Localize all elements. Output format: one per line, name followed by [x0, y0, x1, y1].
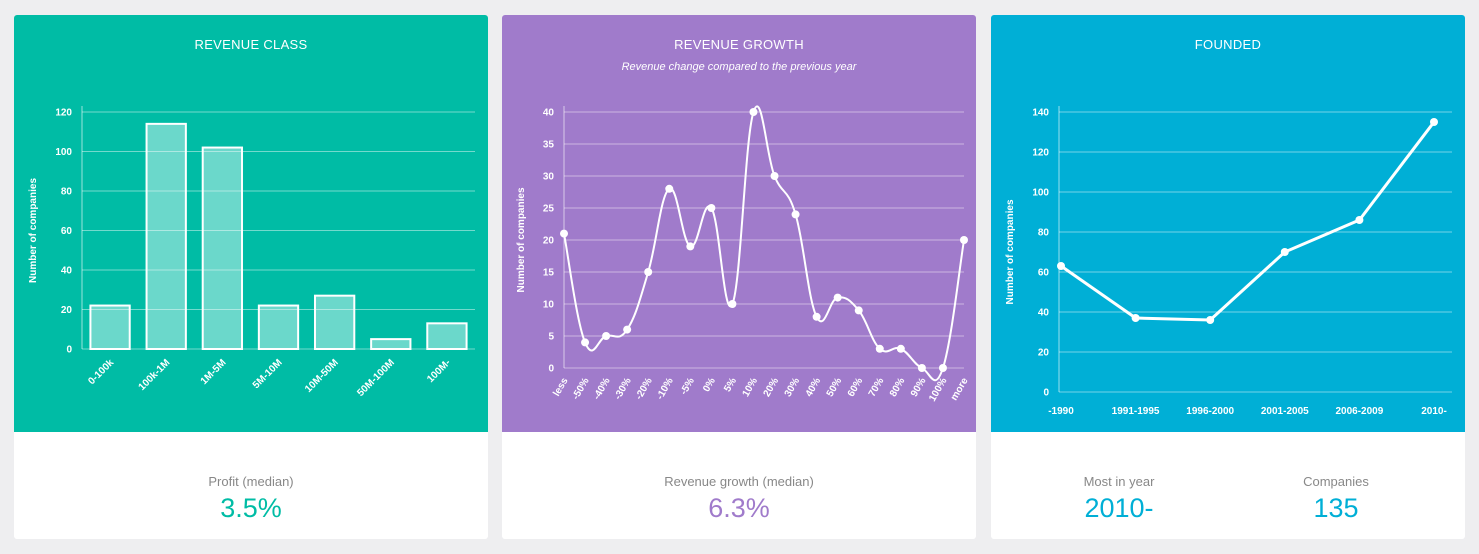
revenue-growth-card: REVENUE GROWTH Revenue change compared to…	[502, 15, 976, 539]
founded-data-point	[1057, 262, 1065, 270]
revenue-class-bar	[370, 338, 412, 350]
revenue-growth-y-tick-label: 35	[543, 140, 555, 151]
profit-label: Profit (median)	[208, 474, 294, 489]
revenue-class-background	[14, 15, 488, 432]
revenue-growth-data-point	[560, 229, 568, 238]
founded-y-tick-label: 0	[1043, 388, 1049, 399]
founded-x-tick-label: 1996-2000	[1186, 406, 1234, 417]
revenue-growth-data-point	[665, 184, 674, 193]
revenue-growth-data-point	[791, 210, 800, 219]
founded-y-tick-label: 140	[1032, 108, 1049, 119]
revenue-growth-data-point	[938, 364, 947, 372]
founded-card: FOUNDED 0 20 40 60 80 100 120 140 Number of compa…	[991, 15, 1465, 539]
founded-x-tick-label: 2006-2009	[1335, 406, 1383, 417]
revenue-growth-y-tick-label: 10	[543, 300, 555, 311]
founded-data-point	[1430, 118, 1438, 126]
revenue-growth-stats: Revenue growth (median) 6.3%	[502, 432, 976, 539]
growth-label: Revenue growth (median)	[664, 474, 814, 489]
revenue-growth-y-tick-label: 25	[543, 204, 555, 215]
revenue-growth-data-point	[770, 172, 779, 180]
companies-value: 135	[1313, 493, 1359, 523]
revenue-growth-y-axis-label: Number of companies	[516, 187, 527, 292]
profit-stat: Profit (median) 3.5%	[151, 474, 351, 524]
founded-series-line	[1060, 121, 1436, 322]
revenue-growth-y-tick-label: 20	[543, 236, 555, 247]
revenue-class-bar	[201, 146, 244, 350]
revenue-growth-data-point	[917, 364, 926, 372]
revenue-growth-data-point	[728, 300, 737, 308]
most-in-year-value: 2010-	[1084, 493, 1154, 523]
revenue-growth-y-tick-label: 15	[543, 268, 555, 279]
founded-data-point	[1131, 314, 1140, 322]
growth-stat: Revenue growth (median) 6.3%	[629, 474, 849, 524]
revenue-growth-chart: REVENUE GROWTH Revenue change compared to…	[502, 15, 976, 432]
profit-value: 3.5%	[220, 493, 282, 523]
revenue-growth-data-point	[812, 312, 821, 321]
revenue-class-bar	[145, 122, 187, 350]
revenue-class-y-tick-label: 0	[66, 345, 72, 356]
revenue-growth-data-point	[896, 344, 905, 353]
founded-data-point	[1206, 316, 1215, 324]
founded-x-tick-label: 2010-	[1421, 406, 1447, 417]
revenue-growth-y-tick-label: 0	[548, 364, 554, 375]
founded-data-point	[1280, 248, 1289, 256]
revenue-class-chart: REVENUE CLASS 0 20 40 60 80 100 120 Number of co…	[14, 15, 488, 432]
revenue-growth-y-tick-label: 5	[548, 332, 554, 343]
founded-svg: FOUNDED 0 20 40 60 80 100 120 140 Number of compa…	[991, 15, 1465, 432]
founded-y-axis-label: Number of companies	[1005, 199, 1016, 304]
revenue-growth-data-point	[707, 204, 716, 212]
founded-x-tick-label: -1990	[1048, 406, 1074, 417]
founded-y-tick-label: 60	[1038, 268, 1050, 279]
most-in-year-stat: Most in year 2010-	[1039, 474, 1199, 524]
revenue-growth-data-point	[749, 108, 758, 116]
revenue-growth-subtitle: Revenue change compared to the previous …	[622, 61, 858, 73]
revenue-growth-data-point	[875, 344, 884, 353]
revenue-growth-data-point	[602, 332, 611, 340]
revenue-class-bar	[257, 304, 300, 350]
revenue-class-y-tick-label: 60	[61, 226, 73, 237]
founded-y-tick-label: 40	[1038, 308, 1050, 319]
revenue-growth-data-point	[833, 293, 842, 302]
revenue-class-bar	[426, 322, 468, 351]
founded-y-tick-label: 120	[1032, 148, 1049, 159]
revenue-growth-data-point	[960, 236, 968, 244]
revenue-class-title: REVENUE CLASS	[195, 37, 308, 52]
founded-x-tick-label: 1991-1995	[1112, 406, 1160, 417]
growth-value: 6.3%	[708, 493, 770, 523]
revenue-class-card: REVENUE CLASS 0 20 40 60 80 100 120 Number of co…	[14, 15, 488, 539]
revenue-growth-data-point	[581, 338, 590, 347]
founded-y-tick-label: 80	[1038, 228, 1050, 239]
revenue-class-bar	[89, 304, 131, 350]
revenue-growth-y-tick-label: 40	[543, 108, 555, 119]
revenue-class-bar	[313, 294, 356, 350]
revenue-growth-svg: REVENUE GROWTH Revenue change compared to…	[502, 15, 976, 432]
founded-data-point	[1355, 216, 1364, 224]
revenue-growth-data-point	[854, 306, 863, 315]
revenue-class-y-tick-label: 20	[61, 305, 73, 316]
companies-stat: Companies 135	[1256, 474, 1416, 524]
revenue-class-y-tick-label: 120	[55, 108, 72, 119]
revenue-growth-data-point	[686, 242, 695, 251]
founded-y-tick-label: 100	[1032, 188, 1049, 199]
revenue-growth-data-point	[623, 325, 632, 334]
revenue-class-y-tick-label: 80	[61, 187, 73, 198]
revenue-growth-data-point	[644, 268, 653, 276]
founded-chart: FOUNDED 0 20 40 60 80 100 120 140 Number of compa…	[991, 15, 1465, 432]
revenue-class-y-tick-label: 100	[55, 147, 72, 158]
revenue-growth-y-tick-label: 30	[543, 172, 555, 183]
founded-x-tick-label: 2001-2005	[1261, 406, 1309, 417]
revenue-class-y-axis-label: Number of companies	[28, 178, 39, 283]
founded-title: FOUNDED	[1195, 37, 1261, 52]
revenue-class-svg: REVENUE CLASS 0 20 40 60 80 100 120 Number of co…	[14, 15, 488, 432]
revenue-growth-background	[502, 15, 976, 432]
revenue-class-stats: Profit (median) 3.5%	[14, 432, 488, 539]
most-in-year-label: Most in year	[1083, 474, 1155, 489]
founded-stats: Most in year 2010- Companies 135	[991, 432, 1465, 539]
founded-y-tick-label: 20	[1038, 348, 1050, 359]
founded-background	[991, 15, 1465, 432]
revenue-class-y-tick-label: 40	[61, 266, 73, 277]
revenue-growth-title: REVENUE GROWTH	[674, 37, 804, 52]
companies-label: Companies	[1303, 474, 1369, 489]
